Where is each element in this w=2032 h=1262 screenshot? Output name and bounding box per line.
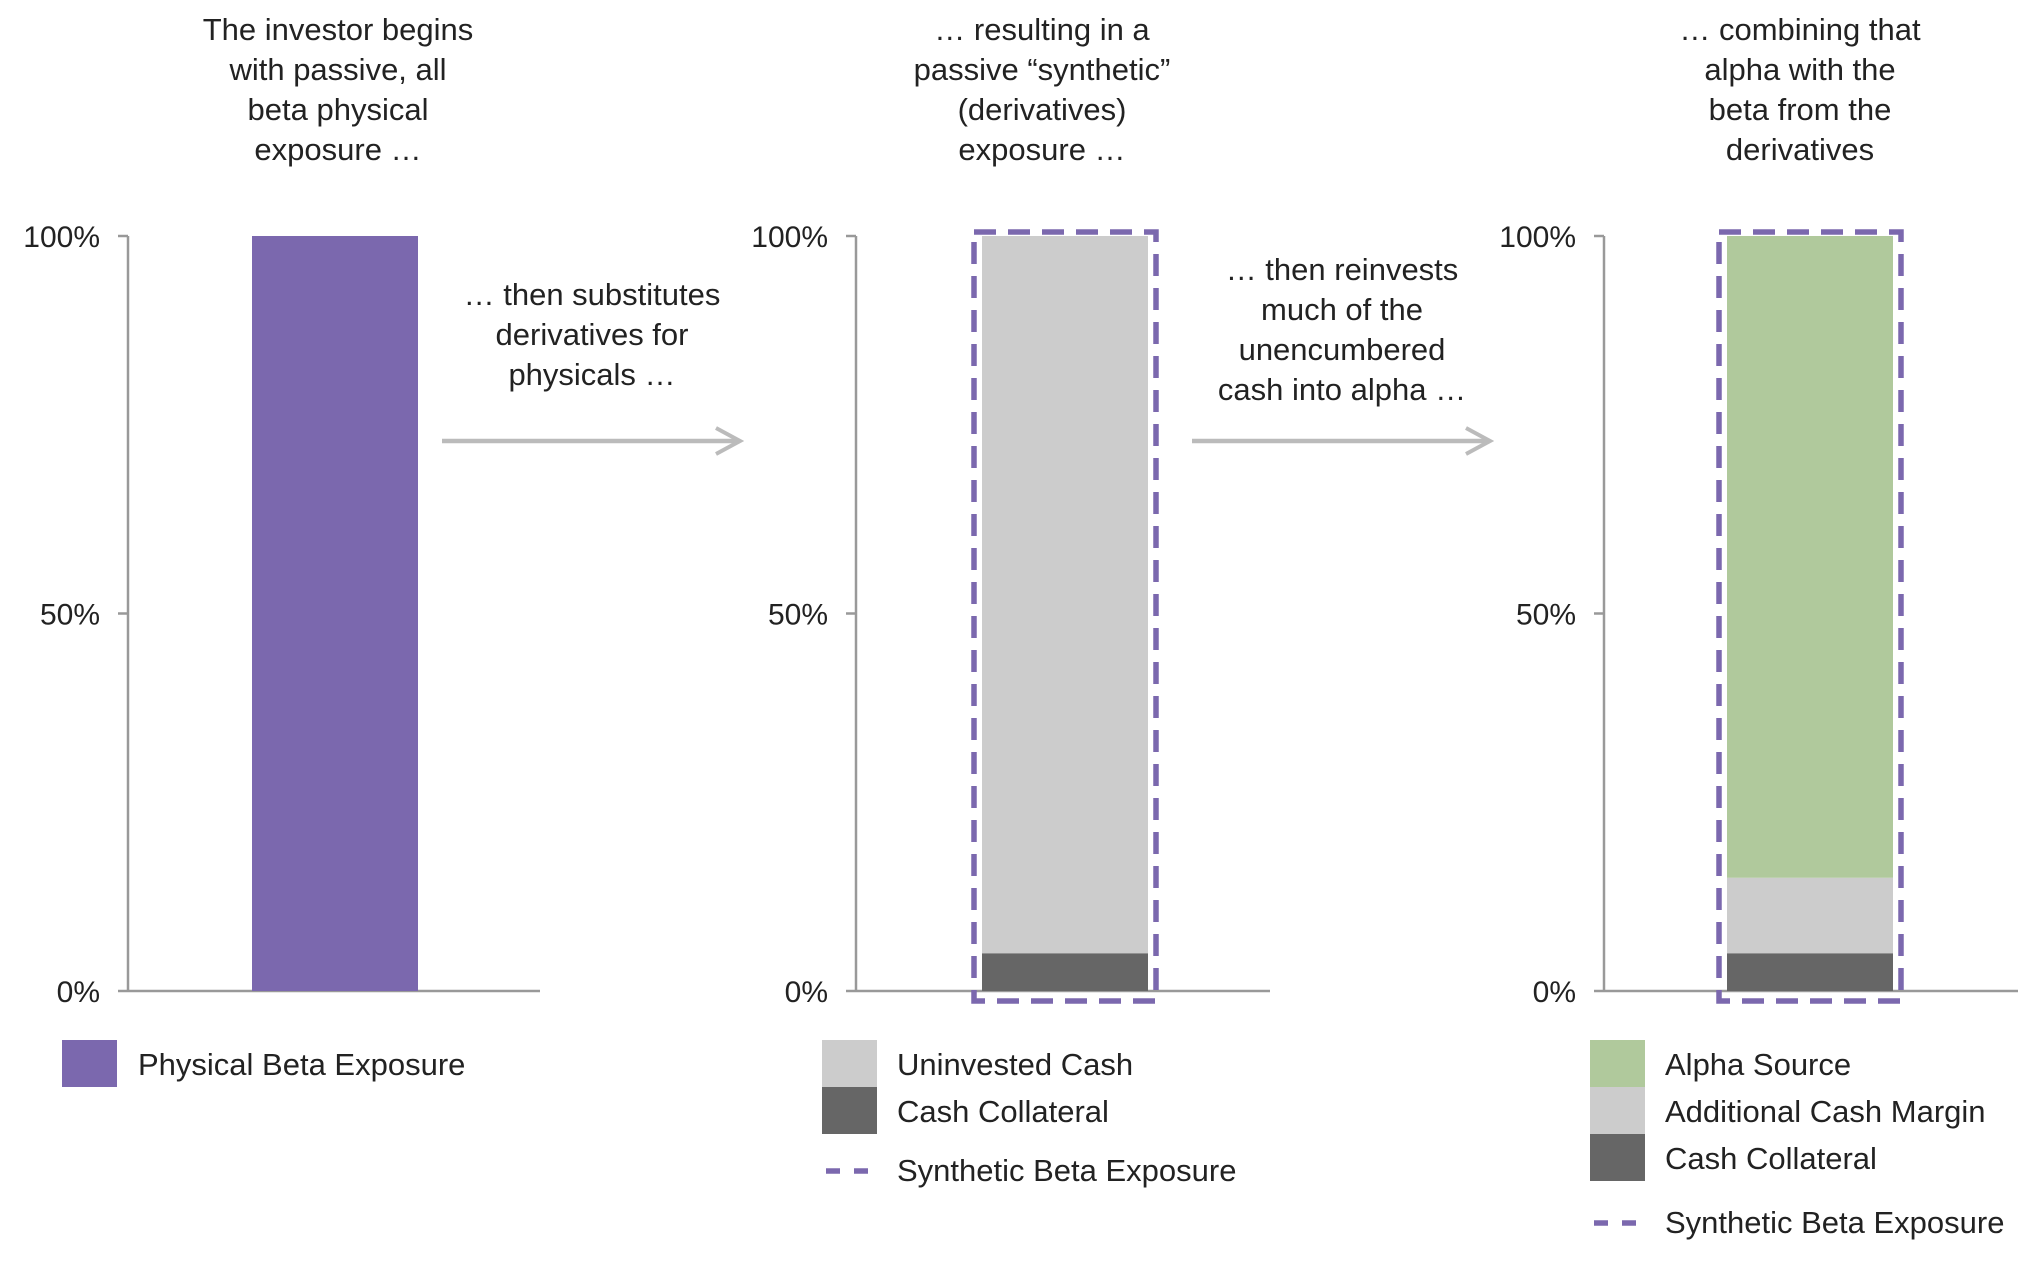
legend-swatch (1590, 1087, 1645, 1134)
y-tick-label-top: 100% (1499, 221, 1576, 254)
y-tick-label-mid: 50% (1516, 599, 1576, 632)
legend-swatch (822, 1087, 877, 1134)
chart-title-line: exposure … (958, 132, 1125, 167)
legend-swatch (62, 1040, 117, 1087)
synthetic-beta-exposure-outline (1716, 229, 1904, 1004)
legend-label: Cash Collateral (897, 1094, 1109, 1129)
transition-caption-line: derivatives for (496, 317, 689, 352)
bar-segment-cash-collateral (1727, 953, 1893, 991)
bar-segment-physical-beta-exposure (252, 236, 418, 991)
bar-segment-uninvested-cash (982, 236, 1148, 954)
chart-title-line: derivatives (1726, 132, 1874, 167)
chart-title-line: beta physical (248, 92, 429, 127)
synthetic-beta-exposure-outline (971, 229, 1159, 1004)
bar-segment-alpha-source (1727, 236, 1893, 878)
legend-swatch (1590, 1134, 1645, 1181)
legend-label: Uninvested Cash (897, 1047, 1133, 1082)
legend-label: Cash Collateral (1665, 1141, 1877, 1176)
transition-caption-line: … then substitutes (464, 277, 721, 312)
bar-segment-additional-cash-margin (1727, 877, 1893, 954)
chart-title-line: … combining that (1679, 12, 1921, 47)
chart-panel-1: The investor begins with passive, all beta… (23, 12, 540, 1087)
chart-title-line: beta from the (1709, 92, 1892, 127)
chart-title-line: exposure … (254, 132, 421, 167)
bar-segment-cash-collateral (982, 953, 1148, 991)
transition-caption-line: … then reinvests (1226, 252, 1459, 287)
transition-1: … then substitutes derivatives for physica… (442, 277, 740, 441)
legend-swatch (1590, 1040, 1645, 1087)
y-tick-label-bottom: 0% (57, 976, 100, 1009)
transition-caption-line: cash into alpha … (1218, 372, 1466, 407)
transition-caption-line: unencumbered (1239, 332, 1446, 367)
legend-label: Synthetic Beta Exposure (1665, 1205, 2004, 1240)
legend-label: Alpha Source (1665, 1047, 1851, 1082)
transition-caption-line: physicals … (508, 357, 675, 392)
legend-label: Additional Cash Margin (1665, 1094, 1986, 1129)
legend-swatch (822, 1040, 877, 1087)
legend-label: Physical Beta Exposure (138, 1047, 465, 1082)
chart-title-line: (derivatives) (958, 92, 1127, 127)
y-tick-label-mid: 50% (768, 599, 828, 632)
chart-title-line: passive “synthetic” (914, 52, 1171, 87)
y-tick-label-mid: 50% (40, 599, 100, 632)
y-tick-label-bottom: 0% (785, 976, 828, 1009)
chart-panel-3: … combining that alpha with the beta from … (1499, 12, 2018, 1240)
legend-label: Synthetic Beta Exposure (897, 1153, 1236, 1188)
chart-title-line: … resulting in a (934, 12, 1150, 47)
chart-panel-2: … resulting in a passive “synthetic” (deri… (751, 12, 1270, 1188)
y-tick-label-top: 100% (23, 221, 100, 254)
transition-2: … then reinvests much of the unencumbered c… (1192, 252, 1490, 441)
chart-title-line: The investor begins (203, 12, 474, 47)
y-tick-label-top: 100% (751, 221, 828, 254)
chart-title-line: alpha with the (1704, 52, 1895, 87)
y-tick-label-bottom: 0% (1533, 976, 1576, 1009)
chart-title-line: with passive, all (228, 52, 446, 87)
transition-caption-line: much of the (1261, 292, 1423, 327)
